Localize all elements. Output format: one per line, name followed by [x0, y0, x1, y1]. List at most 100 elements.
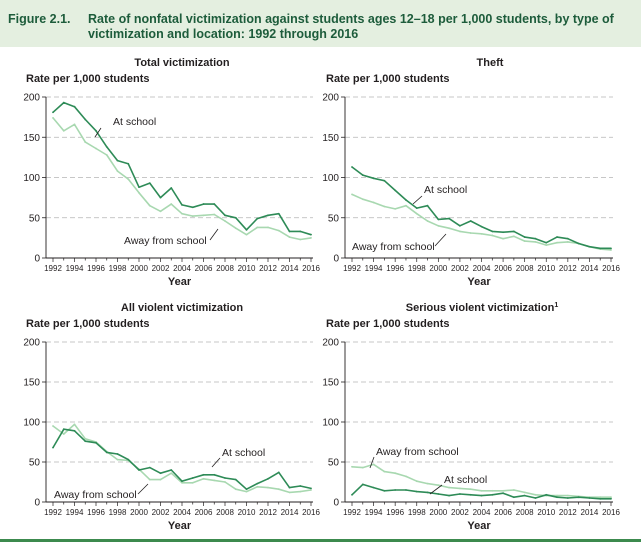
- data-point-away-from-school: [73, 423, 76, 426]
- data-point-away-from-school: [170, 203, 173, 205]
- data-point-away-from-school: [245, 490, 248, 493]
- data-point-at-school: [116, 159, 119, 162]
- bottom-rule: [0, 539, 641, 542]
- data-point-at-school: [459, 493, 461, 495]
- data-point-at-school: [170, 187, 173, 189]
- data-point-at-school: [245, 488, 248, 491]
- series-label-at-school: At school: [424, 184, 467, 196]
- x-tick-label: 2006: [195, 264, 213, 273]
- x-tick-label: 1992: [44, 264, 62, 273]
- data-point-at-school: [288, 486, 291, 489]
- series-label-at-school: At school: [113, 116, 156, 128]
- panel-title: All violent victimization: [121, 302, 244, 314]
- data-point-away-from-school: [405, 204, 407, 207]
- data-point-at-school: [105, 451, 108, 454]
- x-tick-label: 1998: [408, 508, 426, 517]
- data-point-at-school: [394, 189, 397, 192]
- x-tick-label: 2016: [302, 508, 320, 517]
- x-tick-label: 2002: [152, 508, 170, 517]
- chart-panel-4: Serious violent victimization1 Rate per 1…: [322, 302, 620, 532]
- x-tick-label: 2000: [130, 508, 148, 517]
- data-point-at-school: [202, 473, 205, 476]
- x-tick-label: 1996: [386, 264, 404, 273]
- x-tick-label: 1994: [365, 508, 383, 517]
- x-tick-label: 2004: [473, 264, 491, 273]
- data-point-at-school: [148, 182, 151, 185]
- data-point-at-school: [84, 118, 87, 121]
- data-point-at-school: [127, 162, 130, 165]
- data-point-away-from-school: [491, 234, 494, 237]
- x-axis-label: Year: [467, 276, 491, 288]
- data-point-at-school: [148, 466, 151, 469]
- y-tick-label: 50: [29, 458, 41, 469]
- data-point-at-school: [62, 101, 65, 104]
- x-tick-label: 1998: [408, 264, 426, 273]
- data-point-away-from-school: [234, 227, 237, 230]
- x-tick-label: 2000: [429, 264, 447, 273]
- data-point-at-school: [256, 217, 259, 220]
- y-tick-label: 0: [34, 254, 40, 265]
- x-axis-label: Year: [467, 520, 491, 532]
- data-point-at-school: [213, 473, 216, 476]
- x-tick-label: 1992: [343, 508, 361, 517]
- data-point-away-from-school: [383, 470, 386, 473]
- title-footnote-marker: 1: [554, 302, 558, 309]
- data-point-at-school: [437, 218, 440, 221]
- data-point-at-school: [372, 177, 375, 180]
- x-tick-label: 2012: [259, 264, 277, 273]
- data-point-away-from-school: [245, 233, 248, 236]
- data-point-at-school: [566, 497, 569, 499]
- data-point-away-from-school: [426, 482, 429, 485]
- data-point-away-from-school: [480, 232, 483, 235]
- y-tick-label: 0: [333, 498, 339, 509]
- data-point-away-from-school: [351, 193, 353, 196]
- data-point-away-from-school: [523, 240, 526, 242]
- x-tick-label: 1994: [66, 508, 84, 517]
- y-axis-label: Rate per 1,000 students: [326, 73, 450, 85]
- x-tick-label: 2008: [516, 264, 534, 273]
- y-tick-label: 0: [34, 498, 40, 509]
- data-point-at-school: [480, 494, 483, 497]
- x-tick-label: 2008: [516, 508, 534, 517]
- data-point-away-from-school: [361, 198, 364, 201]
- data-point-at-school: [405, 199, 407, 201]
- data-point-away-from-school: [372, 201, 375, 204]
- data-point-away-from-school: [267, 226, 269, 229]
- data-point-at-school: [95, 441, 97, 444]
- series-line-at-school: [52, 428, 312, 491]
- data-point-away-from-school: [191, 215, 194, 218]
- data-point-at-school: [256, 482, 259, 485]
- x-tick-label: 1994: [66, 264, 84, 273]
- data-point-away-from-school: [448, 486, 451, 489]
- chart-panel-2: Theft Rate per 1,000 students 0 50 100 150 200…: [322, 57, 620, 288]
- data-point-away-from-school: [459, 230, 461, 233]
- x-tick-label: 2012: [559, 508, 577, 517]
- data-point-at-school: [191, 477, 194, 479]
- data-point-away-from-school: [159, 210, 162, 213]
- x-tick-label: 2008: [216, 508, 234, 517]
- data-point-at-school: [116, 453, 119, 455]
- data-point-at-school: [267, 214, 269, 217]
- x-tick-label: 2006: [494, 264, 512, 273]
- data-point-at-school: [415, 207, 418, 209]
- x-tick-label: 2010: [238, 264, 256, 273]
- x-tick-label: 2016: [302, 264, 320, 273]
- figure-header: Figure 2.1. Rate of nonfatal victimizati…: [0, 0, 641, 47]
- data-point-at-school: [469, 220, 472, 222]
- data-point-away-from-school: [523, 491, 526, 494]
- y-tick-label: 150: [23, 378, 40, 389]
- y-axis-label: Rate per 1,000 students: [326, 318, 450, 330]
- y-tick-label: 100: [322, 173, 339, 184]
- series-leader-line: [94, 127, 102, 138]
- panel-title: Serious violent victimization1: [406, 302, 559, 314]
- x-tick-label: 2010: [537, 508, 555, 517]
- data-point-away-from-school: [52, 117, 54, 119]
- data-point-at-school: [448, 494, 451, 497]
- data-point-away-from-school: [116, 170, 119, 172]
- data-point-away-from-school: [459, 487, 461, 490]
- x-tick-label: 2010: [238, 508, 256, 517]
- data-point-away-from-school: [491, 489, 494, 492]
- data-point-away-from-school: [213, 479, 216, 482]
- data-point-away-from-school: [415, 212, 418, 215]
- data-point-away-from-school: [181, 212, 183, 215]
